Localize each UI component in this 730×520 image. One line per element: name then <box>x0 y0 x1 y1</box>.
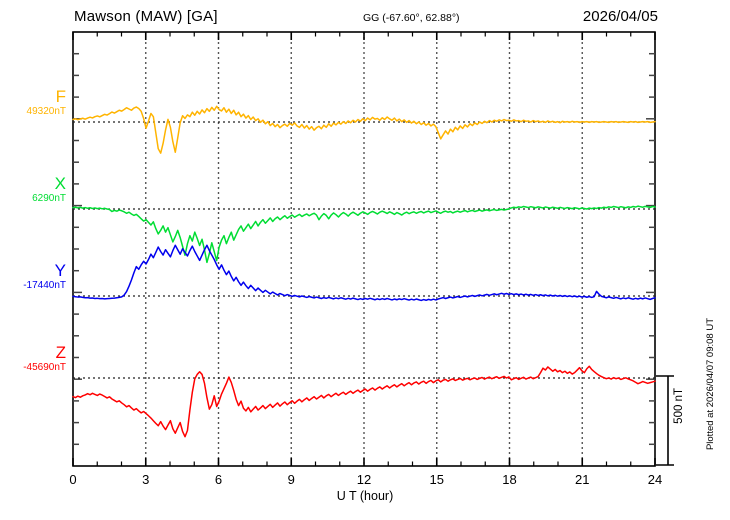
x-tick-label: 9 <box>288 472 295 487</box>
plotted-timestamp: Plotted at 2026/04/07 09:08 UT <box>705 318 716 451</box>
x-axis-title: U T (hour) <box>336 489 394 503</box>
x-tick-label: 6 <box>215 472 222 487</box>
x-tick-label: 15 <box>430 472 444 487</box>
trace-x <box>72 205 656 264</box>
x-tick-label: 24 <box>648 472 662 487</box>
x-tick-label: 18 <box>502 472 516 487</box>
trace-z <box>72 365 656 438</box>
observation-date: 2026/04/05 <box>582 8 658 25</box>
trace-f <box>72 105 656 154</box>
trace-y <box>72 244 656 302</box>
x-tick-label: 3 <box>142 472 149 487</box>
x-tick-label: 0 <box>69 472 76 487</box>
scalebar-label: 500 nT <box>673 388 685 424</box>
x-tick-label: 21 <box>575 472 589 487</box>
geographic-coordinates: GG (-67.60°, 62.88°) <box>363 12 460 24</box>
station-title: Mawson (MAW) [GA] <box>74 8 218 25</box>
x-tick-label: 12 <box>357 472 371 487</box>
